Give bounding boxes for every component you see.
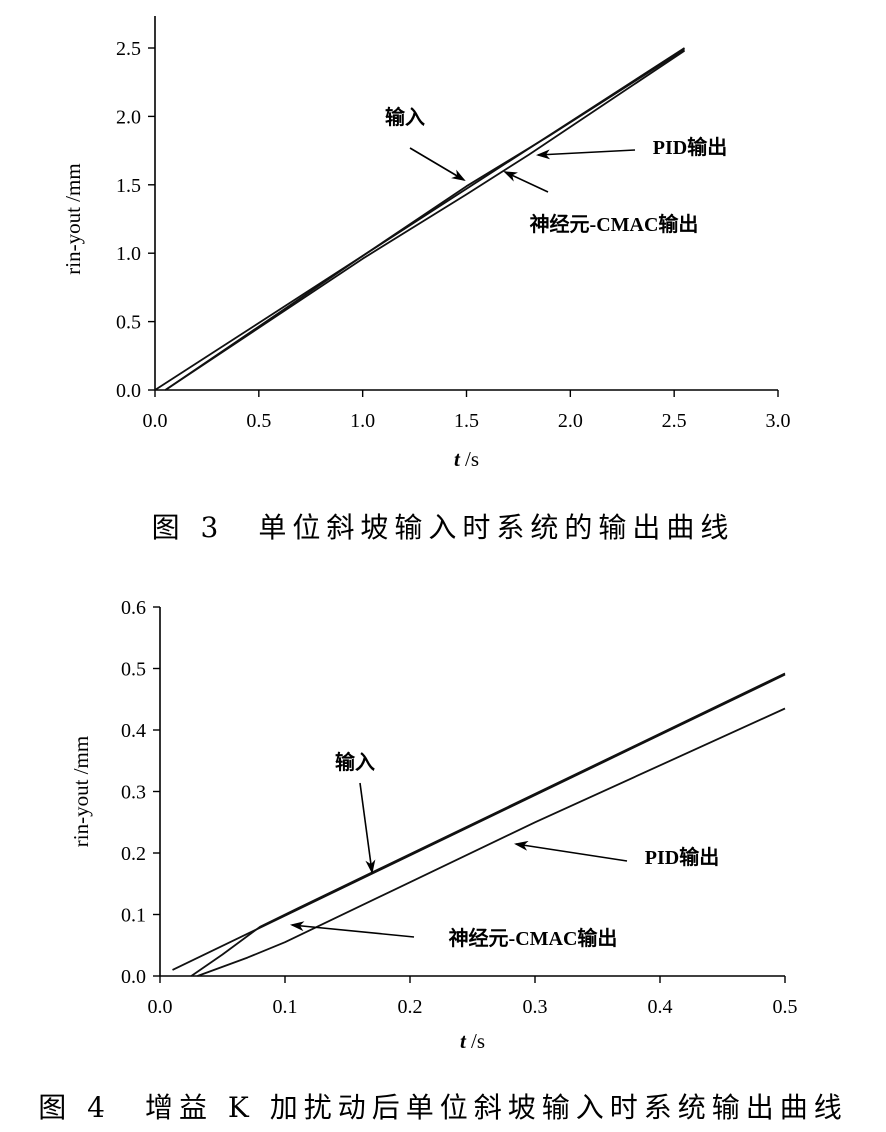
x-axis-label: t /s (454, 447, 479, 471)
series-line-pid-output (197, 707, 786, 977)
series-line-cmac-output (190, 672, 786, 977)
figure-4: 0.0 0.1 0.2 0.3 0.4 0.5 0.0 0.1 0.2 0.3 0.4 0.5 0.6 t… (0, 580, 886, 1070)
y-tick-label: 0.2 (121, 843, 146, 865)
annotation-arrow (503, 171, 549, 193)
y-tick-label: 2.0 (116, 106, 141, 128)
x-tick-label: 0.0 (143, 410, 168, 432)
x-tick-label: 0.3 (523, 996, 548, 1018)
y-tick-label: 0.5 (116, 312, 141, 334)
series-line-cmac-output (164, 49, 685, 391)
annotation-label: PID输出 (645, 845, 719, 869)
x-axis-label-var: t (454, 447, 461, 471)
x-axis-label-var: t (460, 1029, 467, 1053)
y-tick-label: 0.0 (116, 380, 141, 402)
y-tick-label: 0.5 (121, 659, 146, 681)
annotation-arrow (536, 149, 636, 160)
x-tick-label: 1.0 (350, 410, 375, 432)
annotation-arrow (359, 782, 376, 874)
x-tick-label: 2.5 (662, 410, 687, 432)
annotation-label: 输入 (335, 750, 375, 774)
y-tick-label: 0.4 (121, 720, 146, 742)
x-tick-label: 0.0 (148, 996, 173, 1018)
y-tick-label: 0.1 (121, 905, 146, 927)
annotation-label: 神经元-CMAC输出 (449, 926, 618, 950)
x-tick-label: 1.5 (454, 410, 479, 432)
x-tick-label: 0.4 (648, 996, 673, 1018)
x-tick-label: 2.0 (558, 410, 583, 432)
y-axis-label: rin-yout /mm (61, 163, 85, 274)
annotation-label: 输入 (385, 105, 425, 129)
annotation-arrow (409, 147, 466, 182)
x-tick-label: 0.2 (398, 996, 423, 1018)
y-tick-label: 0.0 (121, 966, 146, 988)
figure-4-chart: 0.0 0.1 0.2 0.3 0.4 0.5 0.0 0.1 0.2 0.3 0.4 0.5 0.6 t… (69, 597, 798, 1053)
x-tick-label: 0.1 (273, 996, 298, 1018)
annotation-label: 神经元-CMAC输出 (530, 212, 699, 236)
x-axis-label-unit: /s (460, 447, 479, 471)
y-tick-label: 1.5 (116, 175, 141, 197)
annotation-arrow (290, 921, 415, 938)
figure-3-caption: 图 3 单位斜坡输入时系统的输出曲线 (151, 511, 735, 544)
x-tick-label: 3.0 (766, 410, 791, 432)
x-axis-label-unit: /s (466, 1029, 485, 1053)
x-tick-label: 0.5 (246, 410, 271, 432)
y-tick-label: 0.3 (121, 782, 146, 804)
figure-3: 0.0 0.5 1.0 1.5 2.0 2.5 3.0 0.0 0.5 1.0 1.5 2.0 2.5 t… (0, 0, 886, 480)
annotation-label: PID输出 (653, 135, 727, 159)
y-tick-label: 1.0 (116, 243, 141, 265)
x-axis-label: t /s (460, 1029, 485, 1053)
figure-3-chart: 0.0 0.5 1.0 1.5 2.0 2.5 3.0 0.0 0.5 1.0 1.5 2.0 2.5 t… (61, 16, 791, 471)
y-axis-label: rin-yout /mm (69, 736, 93, 847)
x-tick-label: 0.5 (773, 996, 798, 1018)
series-line-pid-output (164, 48, 685, 391)
y-tick-label: 0.6 (121, 597, 146, 619)
annotation-arrow (514, 840, 628, 862)
series-line-input (172, 673, 786, 971)
figure-4-caption: 图 4 增益 K 加扰动后单位斜坡输入时系统输出曲线 (38, 1091, 848, 1124)
y-tick-label: 2.5 (116, 38, 141, 60)
